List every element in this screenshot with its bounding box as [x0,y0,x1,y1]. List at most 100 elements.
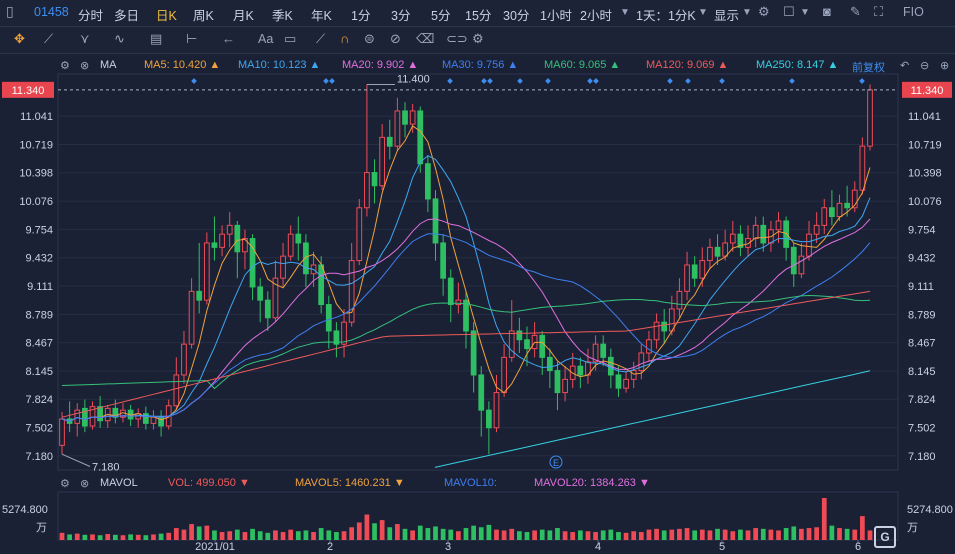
volume-bar [539,529,545,540]
period-tab-11[interactable]: 30分 [503,9,530,23]
candle-body [158,416,164,427]
channel-tool-icon[interactable]: ⋎ [80,31,90,46]
candle-body [325,304,332,332]
ma-legend-item: MA5: 10.420 ▲ [144,59,221,71]
volume-bar [806,528,812,540]
lock-icon[interactable]: ⊜ [364,31,375,46]
wave-tool-icon[interactable]: ∿ [114,31,125,46]
measure-tool-icon[interactable]: ⊢ [186,31,198,46]
volume-bar [334,532,339,540]
volume-bar [219,532,225,540]
chevron-down-icon[interactable]: ▼ [698,7,708,18]
settings-icon[interactable]: ⚙ [60,478,70,490]
period-tab-0[interactable]: 分时 [78,9,104,23]
candle-body [493,392,500,429]
period-tab-10[interactable]: 15分 [465,9,492,23]
add-icon[interactable]: ⊕ [940,60,950,72]
period-tab-12[interactable]: 1小时 [540,9,572,23]
signal-dot [859,78,865,84]
volume-bar [593,532,598,540]
more-period-select[interactable]: 1天：1分K [636,9,696,23]
y-tick-label-right: 9.754 [908,224,936,236]
candle-body [303,242,309,275]
volume-bar [844,528,850,540]
volume-bar [730,531,736,540]
camera-icon[interactable]: ◙ [823,4,831,19]
volume-bar [67,534,72,540]
hide-icon[interactable]: ⊘ [390,31,401,46]
candle-body [150,416,157,424]
undo-icon[interactable]: ↶ [900,60,910,72]
panel-toggle-icon[interactable]: ▯ [6,3,14,19]
volume-bar [303,530,309,540]
line-tool-icon[interactable]: ⟋ [44,31,54,46]
chevron-down-icon[interactable]: ▼ [620,7,630,18]
candle-body [562,378,568,394]
candle-body [203,242,210,301]
period-tab-3[interactable]: 周K [193,9,214,23]
pencil-icon[interactable]: ✎ [850,4,861,19]
volume-bar [577,530,583,540]
trash-icon[interactable]: ⌫ [416,31,435,46]
settings-icon[interactable]: ⚙ [60,60,70,72]
close-icon[interactable]: ⊗ [80,478,90,490]
period-tab-2[interactable]: 日K [156,9,177,23]
period-tab-9[interactable]: 5分 [431,9,451,23]
period-tab-13[interactable]: 2小时 [580,9,612,23]
square-icon[interactable]: ☐ [783,4,795,19]
period-tab-6[interactable]: 年K [311,9,332,23]
y-tick-label-right: 9.432 [908,253,936,265]
candle-body [775,220,782,231]
y-tick-label-right: 8.789 [908,309,936,321]
y-tick-label-left: 10.398 [19,168,53,180]
fio-label[interactable]: FIO [903,5,924,19]
remove-icon[interactable]: ⊖ [920,60,930,72]
period-tab-4[interactable]: 月K [233,9,254,23]
volume-bar [646,529,652,540]
period-tab-5[interactable]: 季K [272,9,293,23]
chevron-down-icon[interactable]: ▼ [742,7,752,18]
arrow-tool-icon[interactable]: ← [222,31,235,46]
y-tick-label-left: 10.076 [19,196,53,208]
volume-bar [654,528,659,540]
ma-line-ma10 [61,155,871,422]
period-tab-8[interactable]: 3分 [391,9,411,23]
volume-bar [585,531,591,540]
volume-bar [555,528,560,540]
signal-dot [789,78,795,84]
candle-body [173,374,180,407]
volume-bar [456,531,461,540]
display-menu[interactable]: 显示 [714,9,740,23]
crosshair-icon[interactable]: ✥ [14,31,25,46]
candle-body [295,233,302,244]
chevron-down-icon[interactable]: ▼ [800,7,810,18]
text-tool[interactable]: Aa [258,32,274,46]
candle-body [737,233,744,248]
candle-body [577,365,584,376]
adjust-mode[interactable]: 前复权 [852,62,885,74]
gear-icon[interactable]: ⚙ [472,31,484,46]
link-icon[interactable]: ⊂⊃ [446,31,468,46]
event-marker-circle [549,455,563,469]
magnet-icon[interactable]: ∩ [340,31,350,46]
candle-body [356,207,363,262]
settings-icon[interactable]: ⚙ [758,4,770,19]
volume-bar [692,530,698,540]
volume-bar [600,530,606,540]
close-icon[interactable]: ⊗ [80,60,90,72]
period-tab-7[interactable]: 1分 [351,9,371,23]
volume-bar [349,527,355,540]
candle-body [760,224,767,244]
fullscreen-icon[interactable]: ⛶ [874,4,884,19]
volume-bar [90,534,95,540]
comment-icon[interactable]: ▭ [284,31,297,46]
fib-tool-icon[interactable]: ▤ [150,31,163,46]
period-tab-1[interactable]: 多日 [114,9,140,23]
volume-bar [684,528,690,540]
volume-bar [105,534,111,540]
y-tick-label-left: 10.719 [19,139,53,151]
current-price-tag-left [2,81,54,98]
ruler-icon[interactable]: ⟋ [316,31,326,46]
stock-code[interactable]: 01458 [34,5,69,19]
